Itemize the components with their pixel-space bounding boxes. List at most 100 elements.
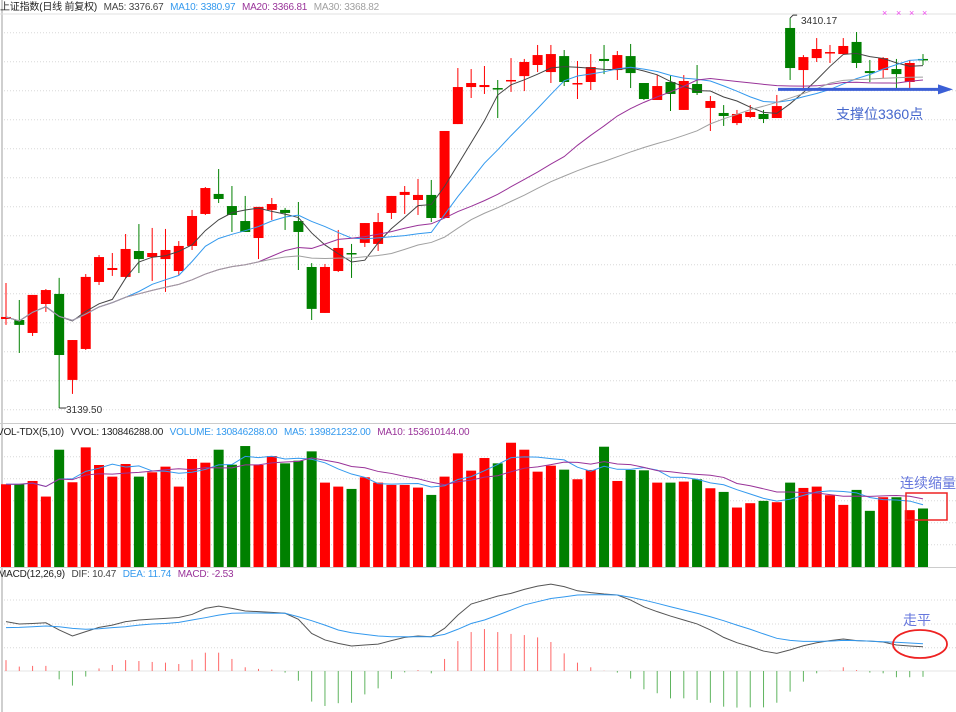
macd-readout: MACD: -2.53 [177,569,234,580]
volume-bar-up [107,476,118,567]
volume-bar-down [280,463,291,567]
candle-up [160,249,171,260]
support-arrow-head [938,84,953,95]
volume-bar-up [878,497,889,567]
macd-panel-header: MACD(12,26,9) DIF: 10.47 DEA: 11.74 MACD… [0,569,237,581]
volume-panel-title: VOL-TDX(5,10) [0,427,64,438]
volume-bar-up [67,482,78,567]
volume-bar-up [412,487,423,567]
volume-highlight-box [905,492,948,521]
ma10-line [5,59,924,322]
candle-up [479,85,490,88]
volume-bar-down [226,464,237,567]
dea-line [5,594,924,645]
volume-bar-up [319,482,330,567]
macd-panel-title: MACD(12,26,9) [0,569,65,580]
ma10-readout: MA10: 3380.97 [170,2,236,13]
candle-down [213,193,224,199]
volume-bar-up [678,481,689,567]
volume-bar-down [559,469,570,567]
volume-bar-up [147,472,158,567]
volume-bar-down [851,489,862,567]
volume-bar-up [187,459,198,567]
candle-down [133,250,144,260]
volume-ma5-line [6,455,924,506]
volume-bar-down [718,491,729,567]
candle-down [692,84,703,93]
volume-bar-down [426,494,437,567]
volume-shrink-annotation: 连续缩量 [900,475,956,491]
macd-flat-annotation: 走平 [903,612,931,628]
ma20-readout: MA20: 3366.81 [241,2,308,13]
candle-up [333,247,344,272]
candle-up [838,45,849,55]
volume-bar-down [492,463,503,567]
volume-bar-up [466,470,477,567]
volume-bar-up [94,464,105,567]
candle-up [319,266,330,313]
volume-bar-up [519,449,530,567]
candle-up [27,294,38,333]
volume-bar-down [758,500,769,567]
candle-up [506,79,517,82]
volume-bar-down [665,482,676,567]
volume-bar-down [692,479,703,567]
candle-up [439,130,450,218]
volume-bar-down [891,497,902,567]
candle-up [745,111,756,118]
candle-down [14,320,25,325]
candle-down [54,293,65,356]
volume-bar-up [40,496,51,567]
vvol-readout: VVOL: 130846288.00 [70,427,164,438]
marker-4: × [922,8,928,18]
candle-up [612,55,623,71]
ma30-readout: MA30: 3368.82 [313,2,379,13]
candle-up [824,52,835,54]
candle-up [466,83,477,88]
ma5-line [5,52,924,322]
volume-bar-up [253,464,264,567]
volume-bar-up [545,465,556,567]
candle-down [226,206,237,215]
candle-up [452,87,463,125]
candle-up [798,57,809,71]
volume-bar-up [160,466,171,567]
volume-bar-up [731,507,742,567]
candle-up [173,245,184,272]
candle-up [120,248,131,277]
low-price-label: 3139.50 [66,405,103,416]
candle-up [200,188,211,214]
volume-bar-up [479,458,490,567]
candle-up [412,194,423,200]
candle-up [386,195,397,213]
volume-bar-up [333,486,344,567]
volume-bar-up [811,486,822,567]
candle-up [40,290,51,305]
volume-bar-up [120,464,131,567]
volume-bar-down [599,446,610,567]
volume-bar-up [173,486,184,567]
vol-ma5-readout: MA5: 139821232.00 [284,427,371,438]
volume-bar-down [346,488,357,567]
vol-ma10-readout: MA10: 153610144.00 [377,427,470,438]
volume-bar-up [266,456,277,567]
candle-up [878,58,889,71]
volume-bar-down [240,446,251,567]
volume-bar-up [771,502,782,567]
candle-down [891,69,902,75]
candle-down [559,56,570,82]
candle-down [665,82,676,94]
candle-up [678,80,689,110]
dif-line [5,583,924,654]
candle-down [718,112,729,116]
candle-up [399,191,410,195]
candle-down [306,266,317,309]
volume-bar-up [824,495,835,567]
candle-up [373,222,384,244]
volume-panel-header: VOL-TDX(5,10) VVOL: 130846288.00 VOLUME:… [0,427,473,439]
candle-up [67,340,78,380]
volume-bar-up [27,480,38,567]
volume-bar-down [785,482,796,567]
candle-up [253,206,264,239]
